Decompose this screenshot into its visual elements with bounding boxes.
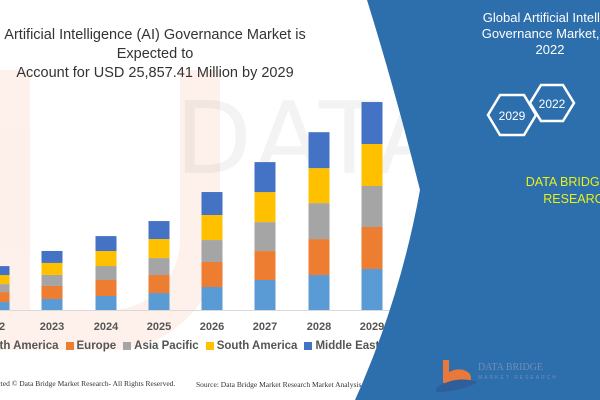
hexagon-2029-label: 2029 — [499, 109, 526, 123]
bar-segment-2026-europe — [201, 261, 223, 287]
bar-segment-2025-asia-pacific — [148, 258, 170, 276]
source-text: Source: Data Bridge Market Research Mark… — [196, 380, 398, 389]
bar-segment-2025-north-america — [148, 293, 170, 310]
bar-segment-2024-asia-pacific — [95, 266, 117, 281]
bar-segment-2028-north-america — [308, 275, 330, 310]
x-tick-label-2027: 2027 — [253, 321, 277, 333]
legend-label: South America — [216, 340, 298, 352]
legend-label: Europe — [76, 340, 117, 352]
bar-segment-2023-north-america — [41, 298, 63, 310]
x-tick-label-2025: 2025 — [147, 321, 171, 333]
bar-segment-2026-middle-east-and-africa — [201, 192, 223, 216]
bar-segment-2028-south-america — [308, 168, 330, 204]
panel-background — [355, 0, 600, 400]
bar-segment-2027-south-america — [254, 192, 276, 223]
legend-swatch — [304, 342, 313, 350]
bar-segment-2022-asia-pacific — [0, 284, 10, 293]
legend-swatch — [65, 342, 74, 350]
bars — [0, 102, 383, 310]
brand-name: DATA BRIDGE MA RESEARCH — [478, 174, 600, 208]
bar-segment-2029-south-america — [361, 144, 383, 186]
bar-segment-2022-north-america — [0, 302, 10, 310]
bar-segment-2026-asia-pacific — [201, 240, 223, 262]
bar-segment-2029-middle-east-and-africa — [361, 102, 383, 145]
bar-segment-2022-middle-east-and-africa — [0, 266, 10, 276]
bar-segment-2025-south-america — [148, 239, 170, 259]
legend-item-europe: Europe — [65, 340, 117, 352]
bar-segment-2024-europe — [95, 280, 117, 297]
x-tick-label-2024: 2024 — [94, 321, 119, 333]
bar-segment-2023-europe — [41, 285, 63, 299]
x-tick-label-2028: 2028 — [307, 321, 331, 333]
legend-item-north-america: orth America — [0, 340, 59, 352]
bar-segment-2028-asia-pacific — [308, 203, 330, 240]
legend-item-south-america: South America — [205, 340, 298, 352]
logo-subtext: MARKET RESEARCH — [478, 375, 558, 381]
bar-segment-2025-europe — [148, 275, 170, 294]
hexagon-2022-outline — [528, 83, 576, 123]
bar-segment-2029-north-america — [361, 268, 383, 310]
data-bridge-logo-icon — [436, 360, 478, 392]
bar-segment-2027-north-america — [254, 280, 276, 310]
bar-segment-2027-europe — [254, 251, 276, 281]
bar-segment-2022-europe — [0, 292, 10, 303]
bar-segment-2029-asia-pacific — [361, 185, 383, 228]
legend-swatch — [205, 342, 214, 350]
logo-text: DATA BRIDGE — [478, 362, 544, 373]
chart-title-line-1: Artificial Intelligence (AI) Governance … — [4, 27, 306, 62]
bar-segment-2028-europe — [308, 239, 330, 276]
bar-segment-2023-middle-east-and-africa — [41, 250, 63, 263]
bar-segment-2024-north-america — [95, 296, 117, 310]
bar-segment-2023-asia-pacific — [41, 274, 63, 286]
x-tick-labels: 22 2023 2024 2025 2026 2027 2028 2029 — [0, 321, 384, 333]
x-tick-label-2029: 2029 — [360, 321, 384, 333]
legend-item-asia-pacific: Asia Pacific — [123, 340, 199, 352]
legend-label: orth America — [0, 340, 59, 352]
bar-segment-2022-south-america — [0, 275, 10, 285]
panel-title-line-1: Global Artificial Intellige — [482, 10, 600, 25]
panel-title-line-3: 2022 — [535, 42, 565, 57]
bar-segment-2024-south-america — [95, 251, 117, 267]
chart-title: Artificial Intelligence (AI) Governance … — [0, 26, 320, 83]
panel-title: Global Artificial Intellige Governance M… — [440, 10, 600, 58]
hexagon-2022-label: 2022 — [539, 97, 566, 111]
bar-segment-2026-north-america — [201, 287, 223, 310]
bar-segment-2027-middle-east-and-africa — [254, 162, 276, 193]
bar-segment-2023-south-america — [41, 262, 63, 275]
chart-title-line-2: Account for USD 25,857.41 Million by 202… — [16, 65, 294, 81]
bar-segment-2028-middle-east-and-africa — [308, 132, 330, 169]
bar-segment-2025-middle-east-and-africa — [148, 221, 170, 240]
bar-segment-2029-europe — [361, 227, 383, 269]
brand-line-1: DATA BRIDGE MA — [525, 175, 600, 189]
bar-segment-2027-asia-pacific — [254, 222, 276, 252]
legend-label: Asia Pacific — [134, 340, 199, 352]
bar-segment-2024-middle-east-and-africa — [95, 236, 117, 252]
x-tick-label-2023: 2023 — [40, 321, 64, 333]
brand-line-2: RESEARCH — [543, 192, 600, 206]
panel-title-line-2: Governance Market, By — [481, 26, 600, 41]
bar-segment-2026-south-america — [201, 215, 223, 241]
x-tick-label-2022: 22 — [0, 321, 5, 333]
x-tick-label-2026: 2026 — [200, 321, 224, 333]
copyright-text: ected © Data Bridge Market Research- All… — [0, 379, 176, 388]
legend-swatch — [123, 342, 132, 350]
